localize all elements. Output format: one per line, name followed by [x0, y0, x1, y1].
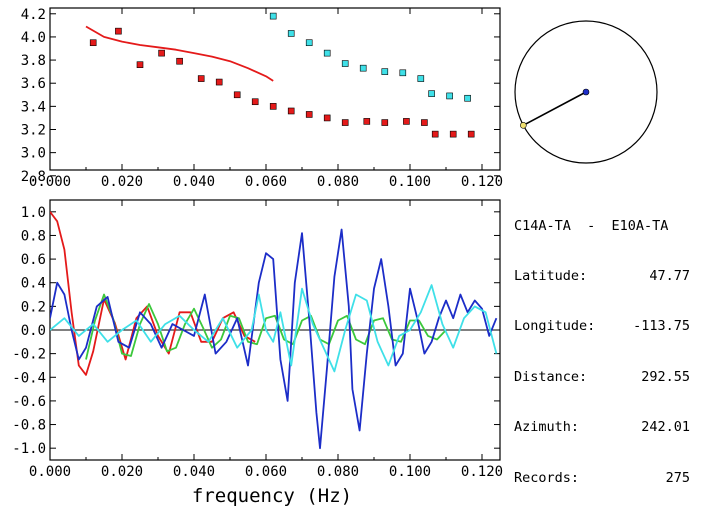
y-tick-label: -0.4 — [12, 370, 46, 386]
x-tick-label: 0.000 — [29, 464, 71, 480]
y-tick-label: 0.2 — [21, 299, 46, 315]
x-axis-label: frequency (Hz) — [192, 485, 352, 507]
info-value: 275 — [665, 469, 690, 486]
red-square-marker — [233, 91, 241, 99]
bottom-spectrum-plot: 0.000 0.020 0.040 0.060 0.080 0.100 0.120 -1.0 -… — [12, 199, 503, 480]
x-tick-label: 0.080 — [317, 464, 359, 480]
red-square-marker — [363, 118, 371, 125]
green-series-line — [85, 293, 447, 360]
y-tick-label: 3.6 — [21, 76, 46, 92]
y-tick-label: 0.8 — [21, 228, 46, 244]
x-tick-label: 0.060 — [245, 174, 287, 190]
station-info-panel: C14A-TA - E10A-TA Latitude: 47.77 Longit… — [514, 184, 690, 503]
red-square-marker — [89, 39, 97, 47]
red-square-marker — [158, 49, 165, 57]
info-value: 292.55 — [641, 368, 690, 385]
y-tick-label: -0.6 — [12, 394, 46, 410]
red-series-line — [85, 25, 274, 82]
cyan-square-marker — [305, 39, 313, 47]
cyan-square-marker — [446, 92, 453, 100]
red-square-marker — [341, 119, 349, 126]
y-tick-label: 3.0 — [21, 146, 46, 162]
azimuth-dial — [514, 20, 658, 164]
azimuth-line — [522, 91, 587, 127]
source-dot — [520, 122, 527, 129]
y-tick-label: 3.8 — [21, 53, 46, 69]
y-tick-label: -0.2 — [12, 347, 46, 363]
red-square-marker — [215, 78, 223, 86]
red-square-marker — [251, 98, 259, 106]
info-row-records: Records: 275 — [514, 470, 690, 487]
y-tick-label: -0.8 — [12, 418, 46, 434]
red-square-marker — [305, 111, 313, 118]
y-tick-label: 0.6 — [21, 252, 46, 268]
red-square-marker — [421, 119, 428, 126]
y-tick-label: 3.4 — [21, 99, 46, 115]
info-value: 242.01 — [641, 419, 690, 436]
x-tick-label: 0.020 — [101, 464, 143, 480]
info-row-azimuth: Azimuth: 242.01 — [514, 419, 690, 436]
x-tick-label: 0.040 — [173, 464, 215, 480]
cyan-square-marker — [381, 68, 389, 75]
cyan-square-marker — [359, 64, 367, 72]
red-square-marker — [431, 130, 439, 138]
x-tick-label: 0.100 — [389, 464, 431, 480]
x-tick-label: 0.000 — [29, 174, 71, 190]
x-tick-label: 0.100 — [389, 174, 431, 190]
blue-series-line — [50, 228, 498, 450]
y-tick-label: 3.2 — [21, 123, 46, 139]
y-tick-label: 0.0 — [21, 323, 46, 339]
red-square-marker — [136, 61, 144, 69]
y-tick-label: 4.0 — [21, 30, 46, 46]
red-square-marker — [176, 57, 183, 65]
x-tick-label: 0.040 — [173, 174, 215, 190]
red-square-marker — [197, 75, 205, 82]
cyan-square-marker — [287, 30, 295, 37]
y-tick-label: 2.8 — [21, 169, 46, 185]
red-square-marker — [269, 103, 277, 110]
info-label: Distance: — [514, 368, 588, 385]
info-row-longitude: Longitude: -113.75 — [514, 318, 690, 335]
info-value: -113.75 — [633, 318, 690, 335]
cyan-square-marker — [417, 75, 425, 82]
red-square-marker — [115, 27, 122, 35]
y-tick-label: 0.4 — [21, 276, 46, 292]
info-value: 47.77 — [649, 267, 690, 284]
x-tick-label: 0.060 — [245, 464, 287, 480]
cyan-square-marker — [464, 94, 471, 102]
red-square-marker — [467, 130, 475, 138]
x-tick-label: 0.120 — [461, 174, 503, 190]
info-row-distance: Distance: 292.55 — [514, 369, 690, 386]
cyan-square-marker — [341, 60, 349, 67]
x-tick-label: 0.020 — [101, 174, 143, 190]
y-tick-label: 4.2 — [21, 7, 46, 23]
x-tick-label: 0.120 — [461, 464, 503, 480]
top-velocity-plot: 0.000 0.020 0.040 0.060 0.080 0.100 0.120 2.8 3.… — [21, 7, 503, 190]
y-tick-label: -1.0 — [12, 441, 46, 457]
cyan-square-marker — [323, 49, 331, 57]
info-label: Latitude: — [514, 267, 588, 284]
red-square-marker — [381, 119, 389, 126]
info-label: Azimuth: — [514, 419, 580, 436]
cyan-square-marker — [399, 69, 407, 77]
x-tick-label: 0.080 — [317, 174, 359, 190]
plot-frame — [49, 7, 501, 171]
cyan-series-line — [50, 284, 498, 373]
red-square-marker — [287, 107, 295, 115]
red-series-line — [50, 211, 256, 376]
info-label: Longitude: — [514, 318, 596, 335]
station-dot — [582, 88, 590, 96]
red-square-marker — [403, 118, 410, 125]
info-row-latitude: Latitude: 47.77 — [514, 268, 690, 285]
dial-circle — [514, 20, 658, 164]
red-square-marker — [449, 130, 457, 138]
y-tick-label: 1.0 — [21, 205, 46, 221]
station-pair-title: C14A-TA - E10A-TA — [514, 217, 669, 234]
cyan-square-marker — [428, 90, 435, 97]
red-square-marker — [323, 114, 331, 122]
cyan-square-marker — [269, 12, 277, 20]
info-label: Records: — [514, 469, 580, 486]
